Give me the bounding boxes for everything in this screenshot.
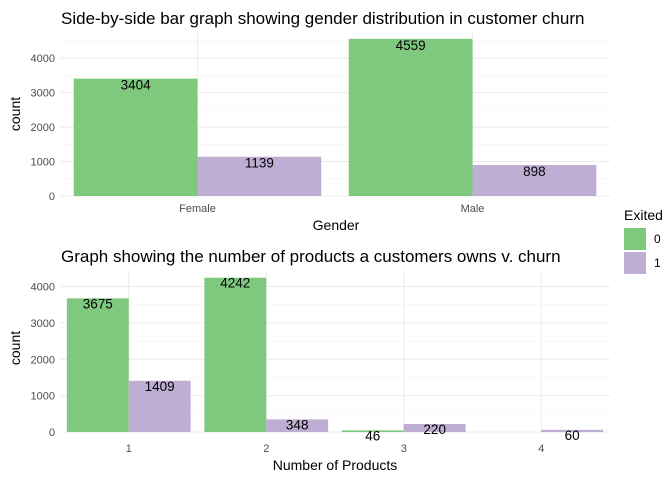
legend-key-1 — [624, 252, 646, 274]
x-tick-label: 4 — [538, 443, 544, 455]
y-tick-label: 3000 — [31, 88, 55, 100]
y-tick-label: 4000 — [31, 282, 55, 294]
chart-gender-churn: Side-by-side bar graph showing gender di… — [7, 9, 610, 233]
y-tick-label: 4000 — [31, 53, 55, 65]
chart-products-churn: Graph showing the number of products a c… — [7, 247, 610, 473]
x-tick-label: 1 — [126, 443, 132, 455]
x-tick-label: 3 — [401, 443, 407, 455]
bars — [66, 277, 604, 432]
bar-exited-0 — [341, 430, 404, 432]
legend: Exited 0 1 — [624, 207, 663, 274]
legend-title: Exited — [624, 207, 663, 223]
x-axis-title: Number of Products — [273, 457, 398, 473]
bar-value-label: 60 — [565, 428, 580, 443]
bar-exited-1 — [128, 380, 191, 432]
x-tick-label: 2 — [263, 443, 269, 455]
bar-value-label: 3675 — [83, 296, 113, 311]
bar-value-label: 1139 — [245, 156, 274, 171]
x-tick-label: Female — [179, 203, 216, 215]
legend-label: 0 — [654, 232, 661, 246]
bar-value-label: 4559 — [396, 38, 426, 53]
y-tick-label: 1000 — [31, 157, 55, 169]
bar-value-label: 3404 — [121, 78, 152, 93]
data-labels: 3404 1139 4559 898 — [121, 38, 546, 179]
y-tick-label: 2000 — [31, 354, 55, 366]
bar-exited-1 — [472, 165, 597, 196]
bar-value-label: 220 — [423, 422, 446, 437]
x-tick-label: Male — [461, 203, 485, 215]
bar-exited-0 — [348, 38, 473, 197]
legend-key-0 — [624, 228, 646, 250]
bar-value-label: 348 — [286, 417, 309, 432]
bar-value-label: 4242 — [220, 276, 250, 291]
y-tick-label: 2000 — [31, 122, 55, 134]
y-tick-label: 0 — [49, 427, 55, 439]
bars — [73, 38, 597, 197]
bar-exited-0 — [204, 277, 267, 432]
bar-exited-0 — [66, 298, 129, 432]
x-axis-title: Gender — [313, 217, 360, 233]
chart-title: Graph showing the number of products a c… — [61, 247, 561, 266]
bar-exited-1 — [403, 423, 466, 432]
bar-value-label: 898 — [523, 164, 546, 179]
bar-value-label: 1409 — [145, 379, 175, 394]
y-tick-label: 0 — [49, 191, 55, 203]
legend-label: 1 — [654, 256, 661, 270]
data-labels: 3675 1409 4242 348 46 220 60 — [83, 276, 580, 444]
bar-exited-0 — [73, 78, 198, 196]
bar-value-label: 46 — [365, 428, 380, 443]
chart-title: Side-by-side bar graph showing gender di… — [61, 9, 585, 28]
y-axis-title: count — [7, 331, 23, 365]
y-tick-label: 1000 — [31, 391, 55, 403]
bar-exited-1 — [197, 156, 322, 196]
y-tick-label: 3000 — [31, 318, 55, 330]
bar-exited-1 — [266, 419, 329, 432]
y-axis-title: count — [7, 97, 23, 131]
bar-exited-1 — [541, 429, 604, 432]
